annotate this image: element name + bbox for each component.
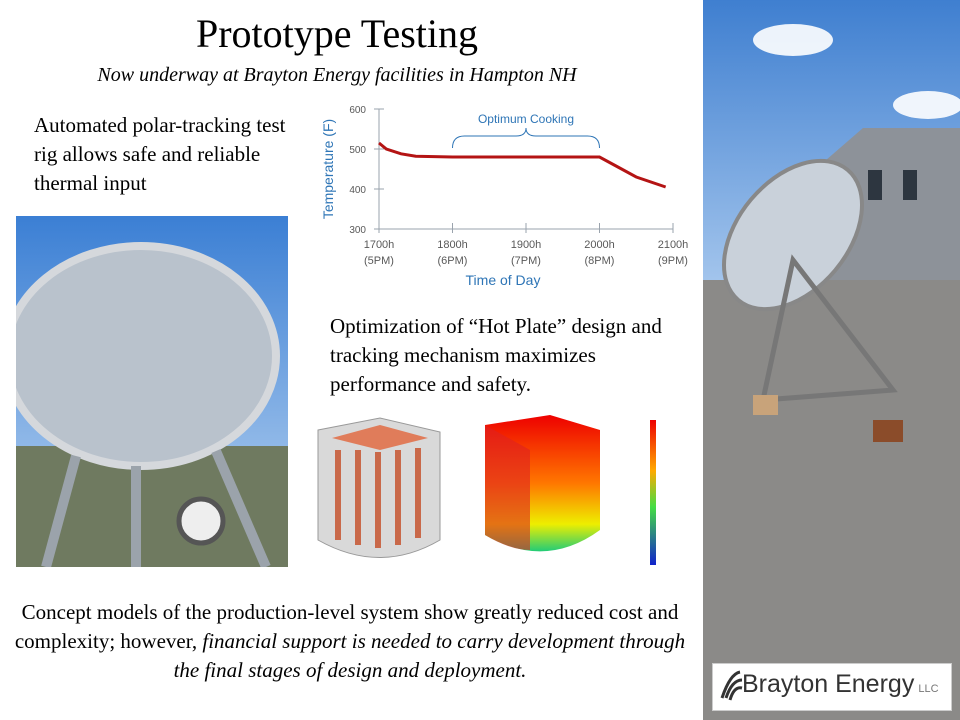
line-series — [378, 141, 667, 189]
temperature-chart: 300 400 500 600 Temperature (F) Time of Day Op… — [320, 105, 674, 288]
concept-text-italic: financial support is needed to carry dev… — [173, 629, 686, 682]
x-tick-label: 1700h (5PM) — [363, 239, 395, 267]
optimization-description: Optimization of “Hot Plate” design and t… — [330, 314, 662, 396]
logo-name: Brayton Energy — [742, 670, 915, 698]
photo-dish-closeup — [16, 216, 288, 567]
annotation-brace — [452, 127, 600, 149]
logo-box — [712, 663, 952, 711]
logo-text: Brayton Energy LLC — [742, 670, 939, 699]
logo-suffix: LLC — [918, 683, 939, 695]
slide-subtitle: Now underway at Brayton Energy facilitie… — [97, 64, 577, 86]
x-axis-label: Time of Day — [466, 272, 541, 288]
slide-title: Prototype Testing — [195, 11, 478, 56]
rig-description: Automated polar-tracking test rig allows… — [34, 113, 286, 195]
y-tick-label: 300 — [349, 225, 366, 236]
x-tick-label: 2000h (8PM) — [584, 239, 615, 267]
logo-icon — [720, 670, 743, 701]
x-tick-label: 2100h (9PM) — [657, 239, 689, 267]
annotation: Optimum Cooking — [478, 112, 574, 126]
x-tick-label: 1800h (6PM) — [437, 239, 468, 267]
y-tick-label: 500 — [349, 145, 366, 156]
y-tick-label: 400 — [349, 185, 366, 196]
concept-text: Concept models of the production-level s… — [14, 600, 679, 653]
photo-test-rig-outdoor — [703, 0, 960, 720]
concept-paragraph: Concept models of the production-level s… — [10, 598, 690, 685]
y-tick-label: 600 — [349, 105, 366, 116]
x-tick-label: 1900h (7PM) — [510, 239, 542, 267]
hot-plate-models — [317, 415, 656, 565]
y-axis-label: Temperature (F) — [320, 119, 336, 219]
